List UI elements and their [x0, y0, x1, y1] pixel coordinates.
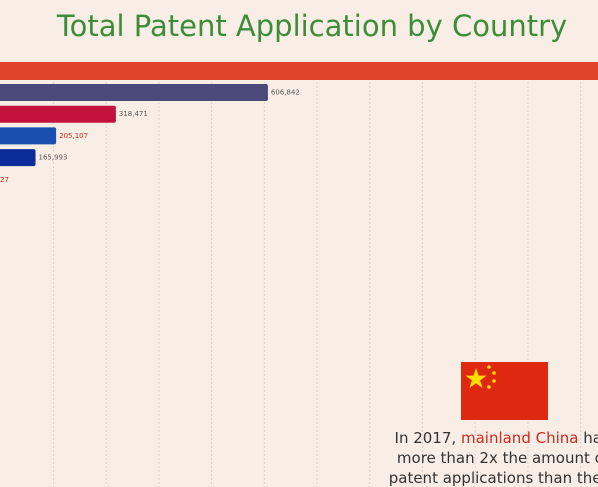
flag-star: [492, 379, 496, 383]
bar: [0, 105, 116, 123]
bars: 606,842 318,471 205,107 165,993 27: [0, 84, 300, 184]
annotation-text: patent applications than the U: [389, 469, 598, 487]
annotation-text: mainland China: [461, 429, 578, 447]
value-label: 165,993: [39, 154, 68, 162]
flag-field: [461, 362, 548, 420]
flag: [461, 362, 548, 420]
annotation: In 2017, mainland China had more than 2x …: [389, 429, 598, 487]
value-label: 318,471: [119, 110, 148, 118]
annotation-line: patent applications than the U: [389, 469, 598, 487]
annotation-line: more than 2x the amount of: [397, 449, 598, 467]
annotation-text: In 2017,: [395, 429, 461, 447]
bar: [0, 149, 36, 167]
flag-star: [492, 371, 496, 375]
value-label: 27: [0, 176, 9, 184]
flag-star: [465, 368, 487, 388]
value-label: 606,842: [271, 89, 300, 97]
bar: [0, 127, 57, 145]
value-label: 205,107: [59, 132, 88, 140]
flag-star: [487, 385, 491, 389]
annotation-text: had: [578, 429, 598, 447]
flag-star: [487, 365, 491, 369]
chart-title: Total Patent Application by Country: [56, 9, 567, 43]
annotation-line: In 2017, mainland China had: [395, 429, 598, 447]
top-bar: [0, 62, 598, 80]
annotation-text: more than 2x the amount of: [397, 449, 598, 467]
bar: [0, 84, 268, 101]
